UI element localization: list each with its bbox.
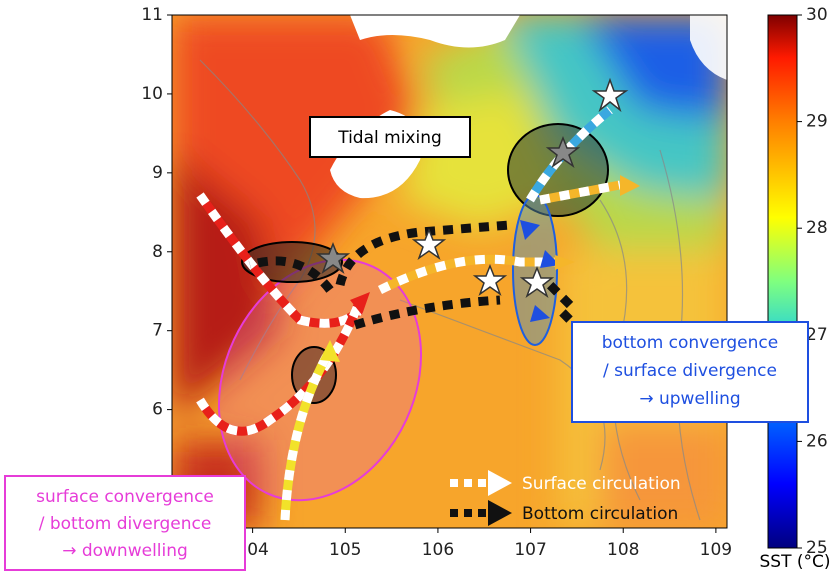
colorbar-tick-label: 28	[806, 218, 828, 238]
legend-label: Surface circulation	[522, 474, 681, 494]
downwelling-text: / bottom divergence	[39, 514, 212, 534]
x-tick-label: 108	[607, 540, 639, 560]
downwelling-text: → downwelling	[62, 541, 188, 561]
upwelling-text: / surface divergence	[603, 361, 777, 381]
y-tick-label: 9	[152, 163, 163, 183]
y-tick-label: 6	[152, 400, 163, 420]
legend-label: Bottom circulation	[522, 504, 678, 524]
x-tick-label: 106	[422, 540, 454, 560]
upwelling-text: → upwelling	[639, 389, 740, 409]
colorbar-label: SST (°C)	[759, 552, 830, 572]
downwelling-text: surface convergence	[36, 487, 214, 507]
sst-map: Tidal mixing Surface circulation Bottom …	[172, 15, 727, 533]
tidal-label: Tidal mixing	[337, 128, 442, 148]
figure: Tidal mixing Surface circulation Bottom …	[0, 0, 840, 573]
y-tick-label: 8	[152, 242, 163, 262]
colorbar-tick-label: 30	[806, 5, 828, 25]
upwelling-text: bottom convergence	[602, 333, 778, 353]
y-tick-label: 11	[141, 5, 163, 25]
x-tick-label: 109	[700, 540, 732, 560]
y-tick-label: 10	[141, 84, 163, 104]
x-tick-label: 107	[514, 540, 546, 560]
colorbar	[768, 15, 797, 548]
x-tick-label: 105	[329, 540, 361, 560]
colorbar-tick-label: 29	[806, 112, 828, 132]
colorbar-tick-label: 27	[806, 325, 828, 345]
y-tick-label: 7	[152, 321, 163, 341]
colorbar-tick-label: 26	[806, 431, 828, 451]
